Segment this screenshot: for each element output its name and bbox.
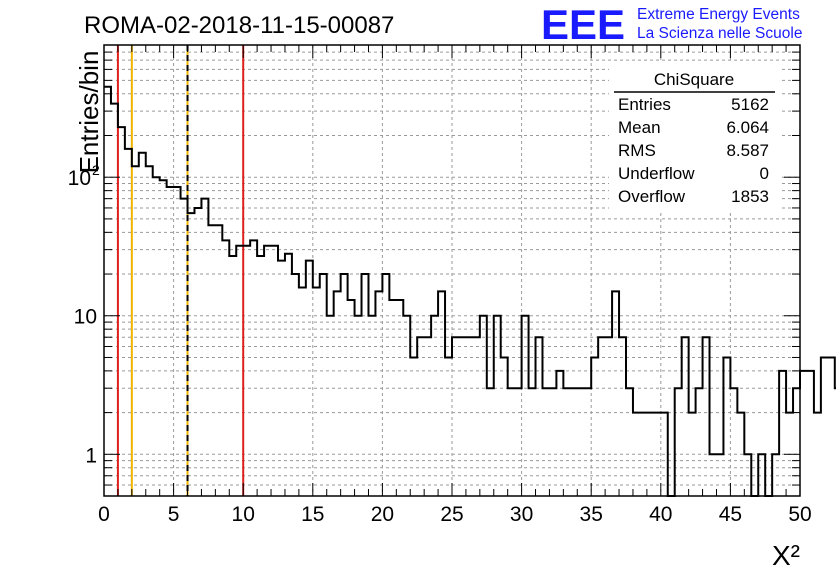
x-tick-label: 40 bbox=[649, 503, 672, 526]
x-axis-label: X² bbox=[772, 540, 800, 571]
y-tick-label: 10 bbox=[74, 306, 97, 329]
stats-label-underflow: Underflow bbox=[618, 164, 695, 183]
y-tick-label-exponent: 2 bbox=[92, 162, 100, 178]
stats-value-rms: 8.587 bbox=[726, 141, 769, 160]
y-tick-label: 10 bbox=[68, 167, 91, 190]
y-tick-label: 1 bbox=[85, 444, 97, 467]
stats-box-background bbox=[609, 63, 779, 211]
x-tick-label: 15 bbox=[301, 503, 324, 526]
logo-subtitle-line1: Extreme Energy Events bbox=[637, 6, 800, 23]
x-tick-label: 20 bbox=[371, 503, 394, 526]
histogram-outline bbox=[104, 85, 836, 497]
x-axis-ticks: 0 5 10 15 20 25 30 35 40 45 50 bbox=[98, 45, 812, 526]
stats-label-overflow: Overflow bbox=[618, 187, 686, 206]
stats-label-entries: Entries bbox=[618, 95, 671, 114]
x-tick-label: 0 bbox=[98, 503, 110, 526]
stats-value-underflow: 0 bbox=[760, 164, 769, 183]
x-tick-label: 25 bbox=[440, 503, 463, 526]
eee-logo: EEE bbox=[541, 1, 625, 48]
stats-value-mean: 6.064 bbox=[726, 118, 769, 137]
x-tick-label: 45 bbox=[719, 503, 742, 526]
x-tick-label: 35 bbox=[580, 503, 603, 526]
stats-label-mean: Mean bbox=[618, 118, 661, 137]
logo-subtitle-line2: La Scienza nelle Scuole bbox=[637, 25, 802, 42]
x-tick-label: 10 bbox=[232, 503, 255, 526]
stats-label-rms: RMS bbox=[618, 141, 656, 160]
x-tick-label: 5 bbox=[168, 503, 180, 526]
histogram-series bbox=[104, 85, 836, 497]
stats-value-overflow: 1853 bbox=[731, 187, 769, 206]
x-tick-label: 50 bbox=[788, 503, 811, 526]
stats-rows: Entries 5162 Mean 6.064 RMS 8.587 Underflow 0 Ov… bbox=[618, 95, 769, 206]
chart-title: ROMA-02-2018-11-15-00087 bbox=[84, 12, 394, 39]
stats-value-entries: 5162 bbox=[731, 95, 769, 114]
x-tick-label: 30 bbox=[510, 503, 533, 526]
stats-box: ChiSquare Entries 5162 Mean 6.064 RMS 8.587 Un… bbox=[609, 63, 779, 211]
stats-box-title: ChiSquare bbox=[654, 70, 734, 89]
y-axis-label: Entries/bin bbox=[74, 51, 104, 174]
